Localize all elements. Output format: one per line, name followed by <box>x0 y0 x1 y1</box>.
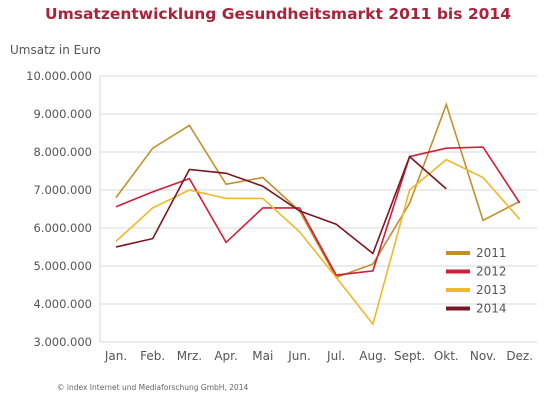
series-line-2013 <box>115 158 521 326</box>
series-line-2011 <box>115 102 521 279</box>
x-tick-label: Okt. <box>434 349 459 363</box>
legend-swatch-2011 <box>446 251 470 255</box>
y-tick-label: 3.000.000 <box>33 335 92 349</box>
x-tick-label: Jan. <box>104 349 127 363</box>
y-tick-label: 4.000.000 <box>33 297 92 311</box>
legend-label-2012: 2012 <box>476 265 507 279</box>
y-tick-label: 10.000.000 <box>26 69 92 83</box>
x-tick-label: Nov. <box>470 349 496 363</box>
x-tick-label: Dez. <box>506 349 533 363</box>
legend-swatch-2012 <box>446 269 470 274</box>
chart-title: Umsatzentwicklung Gesundheitsmarkt 2011 … <box>45 5 511 23</box>
legend-swatch-2013 <box>446 288 470 292</box>
legend-label-2011: 2011 <box>476 246 507 260</box>
y-tick-label: 8.000.000 <box>33 145 92 159</box>
y-tick-label: 6.000.000 <box>33 221 92 235</box>
x-tick-label: Feb. <box>140 349 165 363</box>
x-tick-label: Apr. <box>214 349 237 363</box>
series-lines <box>115 102 521 326</box>
series-line-2014 <box>115 155 447 255</box>
x-tick-label: Jun. <box>287 349 311 363</box>
y-axis-label: Umsatz in Euro <box>10 43 101 57</box>
x-tick-label: Mrz. <box>177 349 202 363</box>
copyright-note: © index Internet und Mediaforschung GmbH… <box>57 383 248 392</box>
y-tick-label: 5.000.000 <box>33 259 92 273</box>
grid-lines <box>99 75 537 343</box>
x-tick-labels: Jan. Feb. Mrz. Apr. Mai Jun. Jul. Aug. Sept. Okt.… <box>104 349 533 363</box>
legend-label-2014: 2014 <box>476 302 507 316</box>
legend-swatch-2014 <box>446 306 470 311</box>
x-tick-label: Aug. <box>359 349 386 363</box>
x-tick-label: Jul. <box>326 349 345 363</box>
y-tick-labels: 3.000.000 4.000.000 5.000.000 6.000.000 7.00… <box>26 69 92 349</box>
y-tick-label: 9.000.000 <box>33 107 92 121</box>
y-tick-label: 7.000.000 <box>33 183 92 197</box>
legend-label-2013: 2013 <box>476 283 507 297</box>
legend: 2011 2012 2013 2014 <box>446 246 507 316</box>
x-tick-label: Mai <box>252 349 273 363</box>
x-tick-label: Sept. <box>394 349 425 363</box>
